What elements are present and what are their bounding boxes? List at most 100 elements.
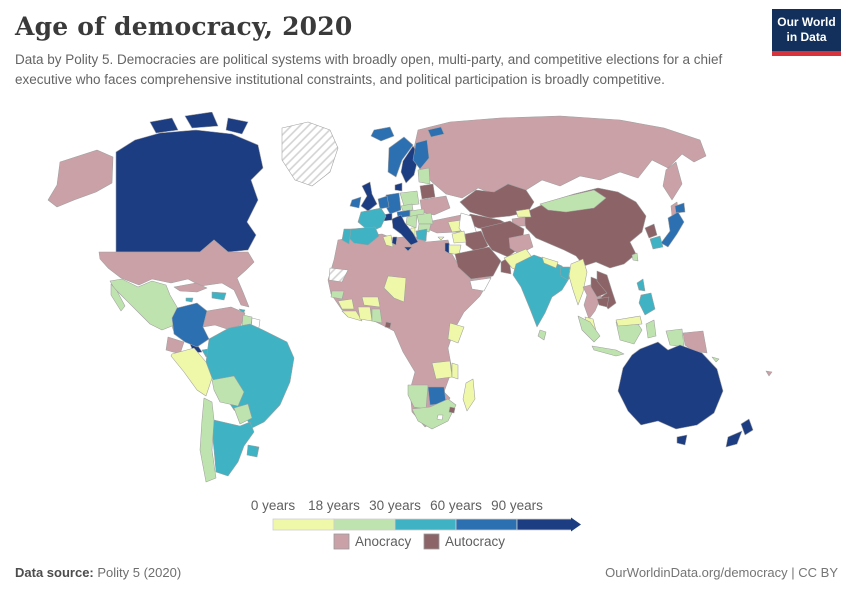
country-japan-hokkaido[interactable]	[674, 202, 686, 214]
country-south-africa[interactable]	[411, 398, 457, 430]
country-indonesia-sumatra[interactable]	[577, 315, 601, 343]
country-kyrgyzstan[interactable]	[515, 208, 532, 218]
country-usa[interactable]	[98, 239, 255, 308]
country-ireland[interactable]	[349, 196, 362, 209]
country-canada-arctic-2[interactable]	[184, 112, 219, 129]
country-peru[interactable]	[170, 347, 213, 397]
country-indonesia-sulawesi[interactable]	[645, 319, 657, 339]
country-australia-tasmania[interactable]	[676, 434, 688, 446]
country-mexico-baja[interactable]	[110, 283, 126, 312]
country-benelux[interactable]	[377, 195, 390, 210]
legend-swatch-30-60[interactable]	[394, 518, 457, 531]
country-namibia[interactable]	[407, 384, 429, 410]
country-portugal[interactable]	[341, 228, 352, 245]
country-sri-lanka[interactable]	[537, 329, 547, 341]
country-italy-sicily[interactable]	[403, 246, 413, 252]
country-kenya[interactable]	[447, 322, 465, 344]
country-yemen[interactable]	[469, 277, 492, 292]
country-norway[interactable]	[387, 136, 414, 178]
legend-swatch-90plus[interactable]	[516, 518, 573, 531]
country-canada[interactable]	[115, 129, 264, 253]
country-paraguay[interactable]	[233, 403, 253, 425]
country-nepal[interactable]	[541, 256, 559, 269]
country-belarus[interactable]	[419, 183, 436, 200]
country-equatorial-guinea[interactable]	[384, 321, 392, 329]
country-taiwan[interactable]	[631, 252, 639, 262]
country-uk[interactable]	[360, 181, 378, 212]
country-chile[interactable]	[199, 397, 217, 483]
country-bolivia[interactable]	[211, 375, 245, 407]
legend-swatch-anocracy[interactable]	[333, 533, 350, 550]
country-ivory-coast[interactable]	[357, 306, 373, 322]
country-kazakhstan[interactable]	[459, 183, 535, 219]
legend-swatch-18-30[interactable]	[333, 518, 396, 531]
country-canada-arctic-3[interactable]	[225, 117, 249, 135]
country-greece[interactable]	[415, 228, 428, 242]
country-balkans[interactable]	[405, 214, 418, 229]
country-saudi-arabia[interactable]	[454, 246, 502, 280]
country-venezuela[interactable]	[202, 306, 246, 330]
legend-swatch-autocracy[interactable]	[423, 533, 440, 550]
country-romania[interactable]	[416, 212, 434, 225]
country-fiji[interactable]	[765, 370, 773, 377]
country-eswatini[interactable]	[448, 406, 456, 414]
country-hispaniola[interactable]	[211, 291, 227, 301]
country-myanmar[interactable]	[568, 258, 588, 306]
country-italy[interactable]	[391, 214, 419, 246]
country-lesotho[interactable]	[436, 414, 444, 421]
country-france[interactable]	[357, 207, 387, 233]
world-choropleth-map[interactable]	[0, 112, 850, 502]
country-bangladesh[interactable]	[559, 266, 571, 281]
country-india[interactable]	[512, 254, 571, 328]
legend-label-anocracy[interactable]: Anocracy	[355, 534, 412, 549]
country-malawi[interactable]	[451, 362, 459, 380]
country-canada-arctic-1[interactable]	[149, 117, 179, 134]
country-italy-sardinia[interactable]	[391, 236, 398, 246]
country-new-zealand-north[interactable]	[740, 418, 754, 436]
country-malaysia-borneo[interactable]	[615, 315, 643, 327]
country-indonesia-papua[interactable]	[665, 328, 685, 348]
country-philippines-south[interactable]	[638, 292, 656, 316]
legend-swatch-60-90[interactable]	[455, 518, 518, 531]
country-solomon-islands[interactable]	[711, 356, 720, 363]
country-burkina-faso[interactable]	[361, 296, 381, 308]
country-argentina[interactable]	[211, 419, 255, 477]
country-alaska[interactable]	[47, 149, 114, 208]
country-philippines-north[interactable]	[636, 278, 646, 292]
legend-label-autocracy[interactable]: Autocracy	[445, 534, 505, 549]
country-new-zealand-south[interactable]	[725, 430, 743, 448]
country-senegal[interactable]	[330, 290, 345, 300]
country-vietnam[interactable]	[596, 270, 617, 310]
country-guinea[interactable]	[337, 298, 355, 310]
country-cyprus[interactable]	[437, 236, 445, 241]
country-iceland[interactable]	[370, 126, 395, 142]
country-russia[interactable]	[413, 115, 707, 199]
country-sierra-leone-liberia[interactable]	[341, 310, 363, 322]
country-indonesia-java[interactable]	[591, 345, 625, 357]
country-cambodia[interactable]	[596, 296, 610, 308]
country-russia-kamchatka[interactable]	[662, 161, 683, 201]
country-czechia[interactable]	[400, 203, 414, 212]
country-jamaica[interactable]	[185, 297, 194, 303]
country-greenland[interactable]	[281, 121, 339, 187]
country-madagascar[interactable]	[462, 378, 476, 412]
country-western-sahara[interactable]	[328, 267, 349, 283]
country-syria[interactable]	[451, 230, 467, 244]
country-south-korea[interactable]	[649, 235, 664, 250]
country-north-korea[interactable]	[644, 223, 658, 239]
country-mongolia[interactable]	[539, 189, 607, 213]
country-japan-honshu[interactable]	[660, 211, 685, 248]
owid-logo[interactable]: Our World in Data	[772, 9, 841, 56]
country-cuba[interactable]	[173, 282, 208, 293]
footer-link[interactable]: OurWorldinData.org/democracy | CC BY	[605, 565, 838, 580]
country-ghana[interactable]	[371, 308, 383, 324]
country-baltic-states[interactable]	[417, 167, 431, 185]
country-tunisia[interactable]	[382, 234, 394, 248]
country-finland[interactable]	[412, 139, 430, 170]
legend-swatch-0-18[interactable]	[272, 518, 335, 531]
country-svalbard[interactable]	[427, 126, 445, 138]
country-uruguay[interactable]	[246, 444, 260, 458]
country-poland[interactable]	[399, 190, 420, 207]
country-australia[interactable]	[617, 341, 724, 430]
country-denmark[interactable]	[394, 182, 403, 192]
